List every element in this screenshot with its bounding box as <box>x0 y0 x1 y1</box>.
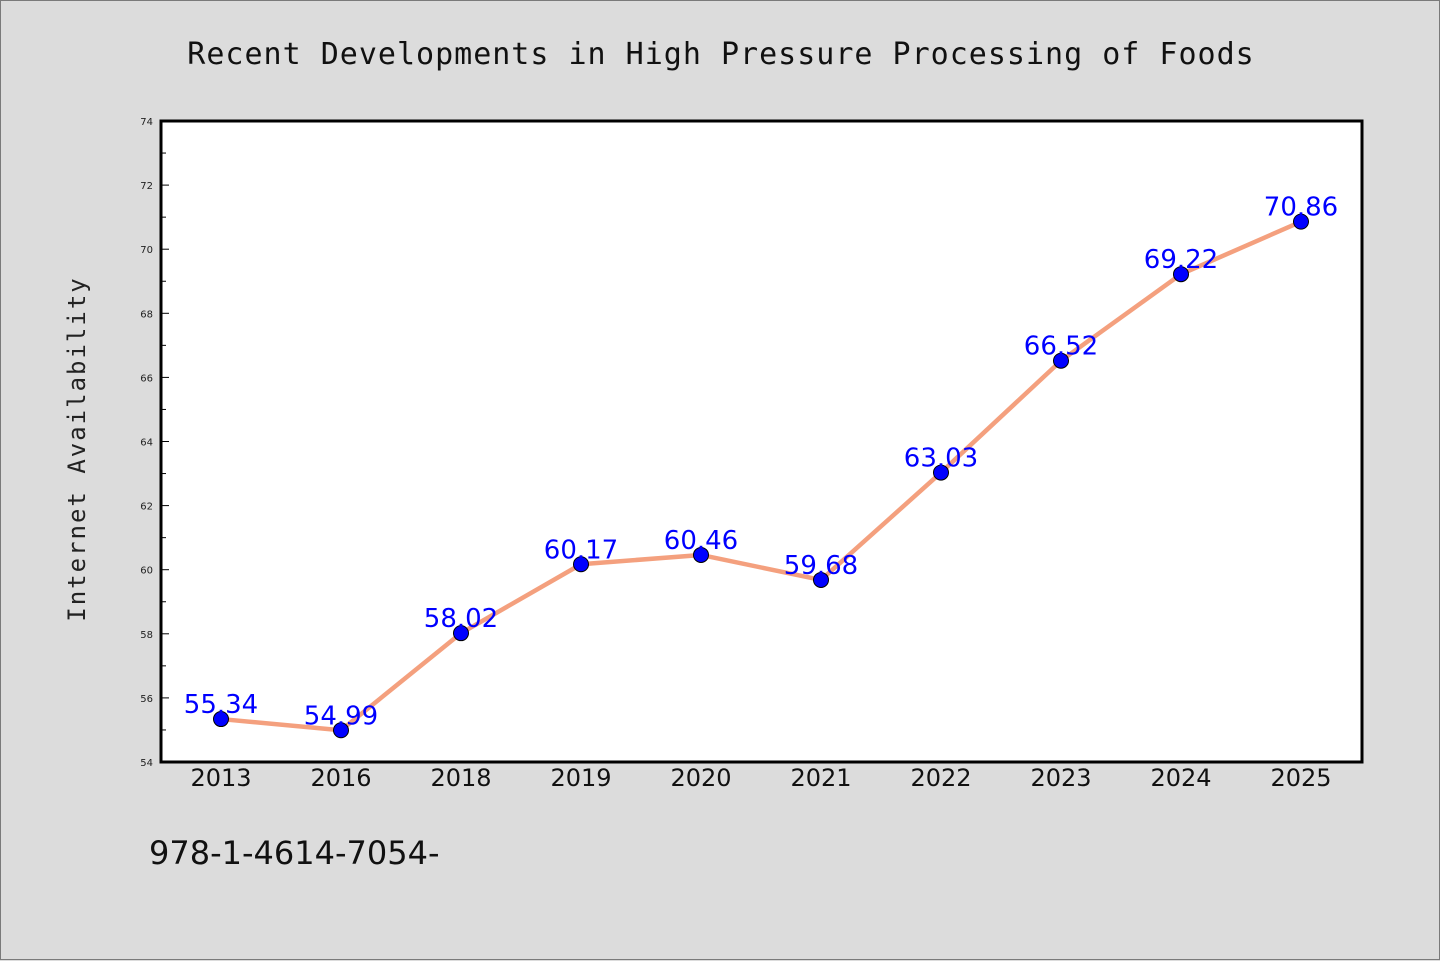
y-tick-label: 70 <box>140 245 153 256</box>
data-point <box>333 722 349 739</box>
data-point <box>453 625 469 642</box>
data-label: 66.52 <box>1024 332 1098 362</box>
x-tick-label: 2025 <box>1270 764 1331 792</box>
data-label: 58.02 <box>424 604 498 634</box>
data-point <box>1053 352 1069 369</box>
x-tick-label: 2016 <box>310 764 371 792</box>
data-point <box>933 464 949 481</box>
data-series: 55.34 54.99 58.02 60.17 60.46 59.68 63.03 66.52… <box>184 193 1338 739</box>
data-label: 60.17 <box>544 535 618 565</box>
data-point <box>693 546 709 563</box>
x-tick-label: 2023 <box>1030 764 1091 792</box>
y-tick-label: 54 <box>140 758 153 769</box>
data-label: 63.03 <box>904 444 978 474</box>
x-tick-label: 2020 <box>670 764 731 792</box>
data-point <box>1173 266 1189 283</box>
x-tick-label: 2019 <box>550 764 611 792</box>
x-tick-label: 2024 <box>1150 764 1211 792</box>
y-tick-label: 60 <box>140 566 153 577</box>
data-label: 54.99 <box>304 701 378 731</box>
x-tick-label: 2022 <box>910 764 971 792</box>
data-label: 59.68 <box>784 551 858 581</box>
y-tick-label: 74 <box>140 117 153 128</box>
y-tick-label: 64 <box>140 438 153 449</box>
footer-identifier: 978-1-4614-7054- <box>149 834 440 872</box>
data-point <box>1293 213 1309 230</box>
data-label: 69.22 <box>1144 245 1218 275</box>
x-tick-label: 2013 <box>190 764 251 792</box>
y-tick-label: 72 <box>140 181 153 192</box>
x-tick-label: 2021 <box>790 764 851 792</box>
data-point <box>573 556 589 573</box>
y-tick-label: 66 <box>140 373 153 384</box>
plot-area <box>159 119 1364 764</box>
y-axis: 54 56 58 60 62 64 66 68 70 72 74 <box>140 117 169 769</box>
data-point <box>213 711 229 728</box>
y-tick-label: 68 <box>140 309 153 320</box>
y-tick-label: 58 <box>140 630 153 641</box>
y-tick-label: 62 <box>140 502 153 513</box>
y-tick-label: 56 <box>140 694 153 705</box>
data-label: 70.86 <box>1264 193 1338 223</box>
chart-title: Recent Developments in High Pressure Pro… <box>187 37 1254 72</box>
x-tick-label: 2018 <box>430 764 491 792</box>
x-axis: 2013 2016 2018 2019 2020 2021 2022 2023 2024 2025 <box>190 764 1331 792</box>
data-point <box>813 571 829 588</box>
data-label: 60.46 <box>664 526 738 556</box>
series-line <box>218 219 1304 733</box>
y-axis-label: Internet Availability <box>63 276 91 621</box>
data-label: 55.34 <box>184 690 258 720</box>
